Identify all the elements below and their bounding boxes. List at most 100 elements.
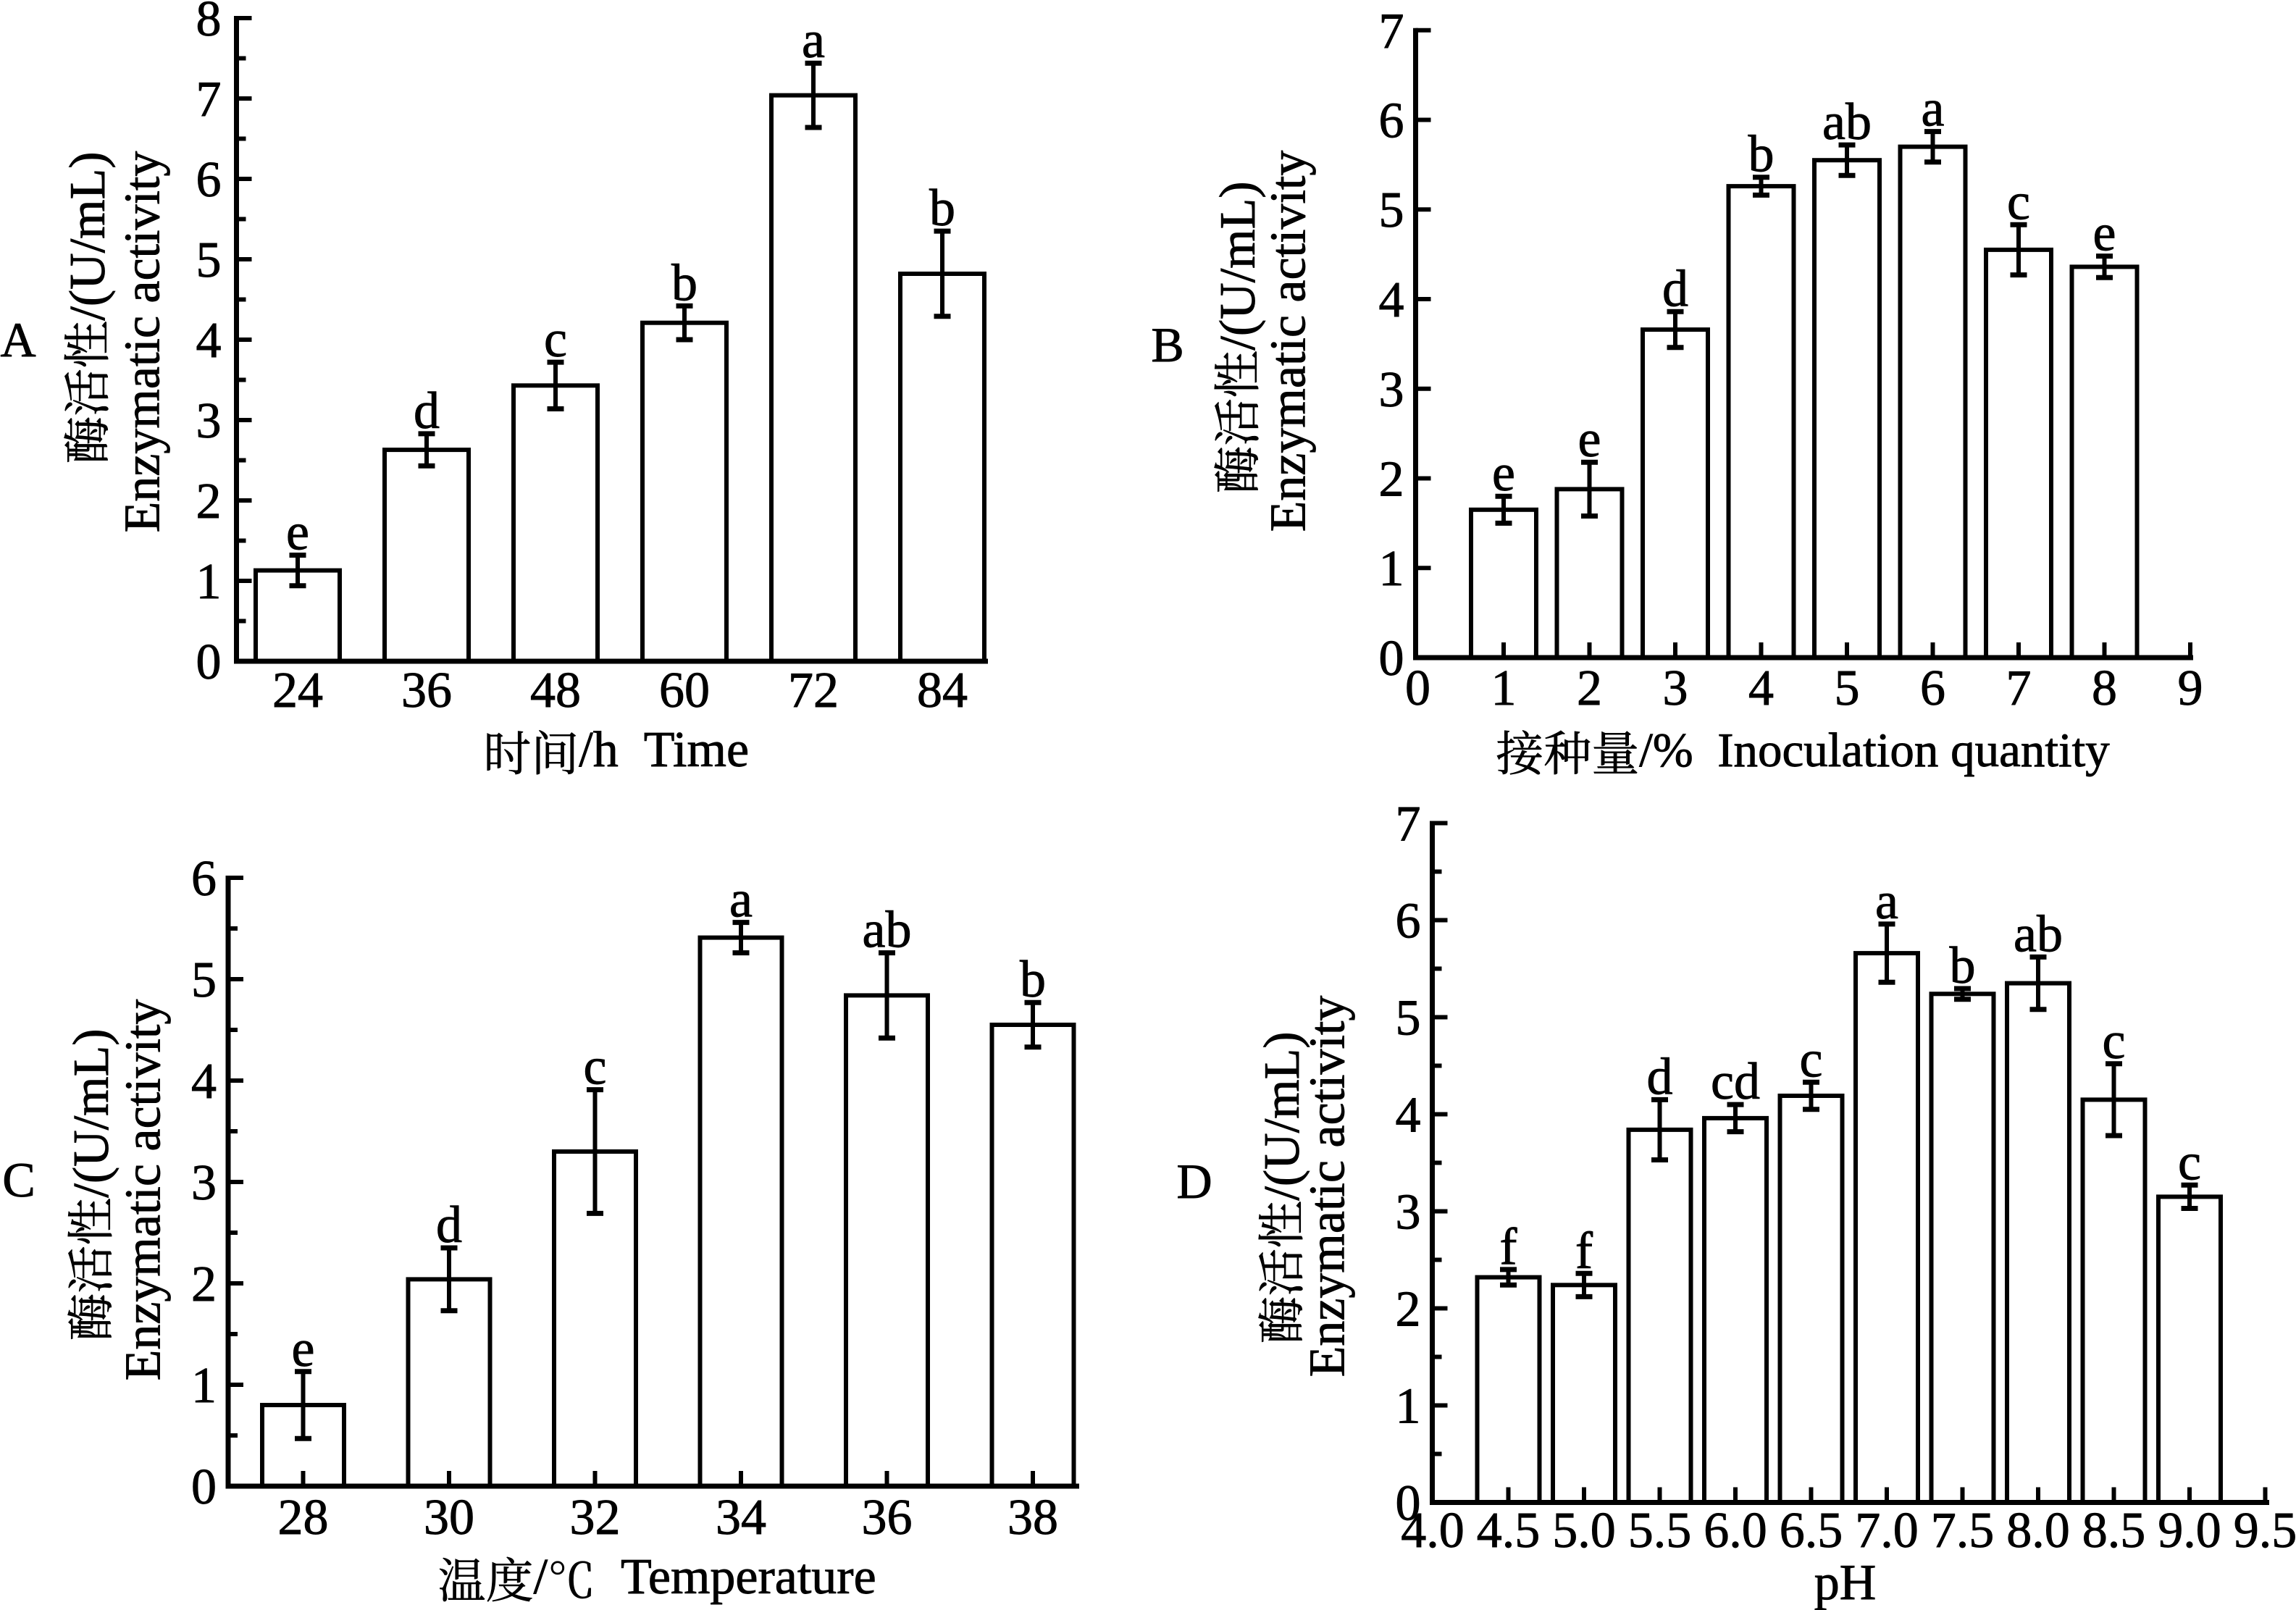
svg-text:28: 28	[278, 1490, 329, 1546]
svg-text:3: 3	[191, 1155, 217, 1211]
svg-text:5: 5	[1396, 991, 1421, 1047]
svg-text:60: 60	[659, 663, 710, 718]
svg-text:A: A	[0, 312, 35, 367]
svg-text:/(U/mL): /(U/mL)	[1254, 1031, 1310, 1200]
svg-text:4: 4	[1379, 272, 1404, 328]
svg-text:f: f	[1500, 1217, 1517, 1275]
svg-text:6: 6	[1920, 661, 1945, 716]
svg-text:4: 4	[196, 313, 222, 369]
svg-text:b: b	[671, 253, 697, 311]
svg-text:3: 3	[196, 393, 222, 449]
svg-text:b: b	[1950, 936, 1976, 994]
svg-text:5: 5	[1379, 183, 1404, 238]
svg-text:a: a	[1875, 872, 1898, 930]
svg-text:4.5: 4.5	[1477, 1503, 1541, 1559]
svg-text:e: e	[1578, 410, 1601, 468]
svg-text:2: 2	[196, 474, 222, 529]
svg-text:6: 6	[196, 152, 222, 208]
svg-text:8: 8	[2092, 661, 2117, 716]
svg-text:b: b	[1748, 125, 1775, 183]
svg-text:c: c	[584, 1038, 607, 1096]
svg-text:48: 48	[530, 663, 581, 718]
svg-text:9.5: 9.5	[2234, 1503, 2296, 1559]
svg-text:8: 8	[196, 0, 222, 47]
svg-text:/(U/mL): /(U/mL)	[60, 151, 116, 320]
svg-text:72: 72	[788, 663, 839, 718]
svg-text:/: /	[534, 1549, 548, 1605]
svg-text:84: 84	[917, 663, 968, 718]
svg-text:7: 7	[196, 72, 222, 127]
svg-text:b: b	[1020, 950, 1046, 1008]
svg-text:Enzymatic activity: Enzymatic activity	[116, 999, 172, 1381]
svg-text:0: 0	[191, 1459, 217, 1515]
svg-text:c: c	[544, 310, 567, 368]
svg-text:d: d	[1647, 1047, 1673, 1105]
svg-text:Enzymatic activity: Enzymatic activity	[1261, 151, 1317, 532]
svg-text:d: d	[436, 1196, 462, 1254]
svg-text:36: 36	[862, 1490, 913, 1546]
svg-text:1: 1	[1379, 541, 1404, 597]
svg-text:4: 4	[1396, 1088, 1421, 1144]
svg-text:7: 7	[2006, 661, 2032, 716]
svg-text:c: c	[1800, 1030, 1823, 1088]
svg-text:a: a	[1922, 80, 1945, 138]
svg-text:5.5: 5.5	[1628, 1503, 1692, 1559]
svg-text:1: 1	[1396, 1379, 1421, 1435]
svg-text:C: C	[2, 1152, 35, 1207]
svg-text:a: a	[802, 11, 825, 69]
svg-text:7: 7	[1379, 4, 1404, 59]
svg-text:a: a	[729, 871, 753, 928]
svg-text:e: e	[2093, 204, 2116, 262]
svg-text:e: e	[286, 503, 309, 561]
svg-text:8.0: 8.0	[2006, 1503, 2070, 1559]
svg-text:c: c	[2103, 1012, 2126, 1070]
svg-text:5: 5	[196, 232, 222, 288]
svg-text:c: c	[2178, 1133, 2201, 1191]
svg-text:Enzymatic activity: Enzymatic activity	[115, 151, 171, 533]
svg-text:6: 6	[1396, 894, 1421, 949]
svg-text:7.5: 7.5	[1931, 1503, 1995, 1559]
svg-text:3: 3	[1663, 661, 1688, 716]
svg-text:0: 0	[1405, 661, 1430, 716]
svg-text:4: 4	[191, 1054, 217, 1110]
svg-text:Temperature: Temperature	[595, 1549, 876, 1605]
svg-text:6.5: 6.5	[1780, 1503, 1843, 1559]
svg-text:7.0: 7.0	[1855, 1503, 1919, 1559]
svg-text:2: 2	[191, 1257, 217, 1312]
svg-text:1: 1	[191, 1358, 217, 1414]
svg-text:b: b	[929, 179, 955, 237]
svg-text:2: 2	[1379, 452, 1404, 508]
svg-text:0: 0	[1379, 631, 1404, 687]
svg-text:e: e	[1492, 444, 1515, 502]
svg-text:0: 0	[1396, 1476, 1421, 1532]
svg-text:pH: pH	[1814, 1555, 1877, 1610]
svg-text:cd: cd	[1711, 1052, 1760, 1110]
svg-text:2: 2	[1396, 1282, 1421, 1338]
svg-text:ab: ab	[1822, 93, 1872, 151]
svg-text:6.0: 6.0	[1704, 1503, 1767, 1559]
svg-text:1: 1	[1491, 661, 1517, 716]
svg-text:c: c	[2007, 172, 2030, 230]
svg-text:/% Inoculation quantity: /% Inoculation quantity	[1639, 724, 2110, 777]
svg-text:6: 6	[1379, 93, 1404, 149]
svg-text:/h Time: /h Time	[579, 722, 749, 778]
svg-text:1: 1	[196, 554, 222, 610]
svg-text:2: 2	[1577, 661, 1602, 716]
svg-text:3: 3	[1379, 362, 1404, 418]
svg-text:8.5: 8.5	[2082, 1503, 2146, 1559]
svg-text:/(U/mL): /(U/mL)	[64, 1028, 120, 1197]
svg-text:36: 36	[401, 663, 452, 718]
svg-text:0: 0	[196, 634, 222, 690]
svg-text:7: 7	[1396, 797, 1421, 852]
svg-text:B: B	[1151, 317, 1183, 372]
svg-text:D: D	[1176, 1154, 1212, 1209]
svg-text:32: 32	[570, 1490, 621, 1546]
svg-text:d: d	[414, 382, 440, 440]
svg-text:30: 30	[424, 1490, 474, 1546]
svg-text:/(U/mL): /(U/mL)	[1210, 181, 1266, 350]
svg-text:9.0: 9.0	[2158, 1503, 2221, 1559]
svg-text:24: 24	[272, 663, 323, 718]
svg-text:5: 5	[191, 952, 217, 1008]
svg-text:5: 5	[1835, 661, 1860, 716]
svg-text:9: 9	[2178, 661, 2203, 716]
